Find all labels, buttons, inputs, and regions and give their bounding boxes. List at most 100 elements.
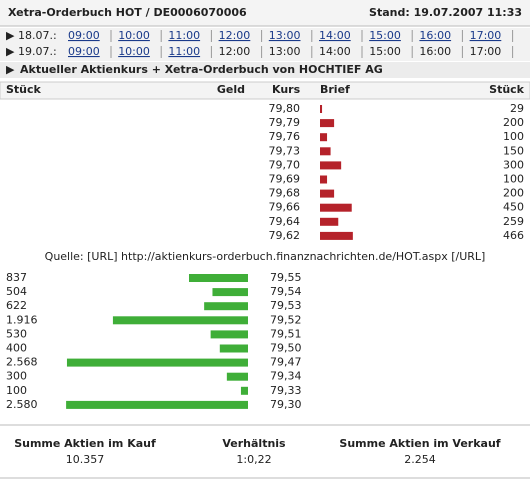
time-link[interactable]: 17:00 (470, 29, 502, 42)
time-bg (0, 28, 530, 61)
ask-price: 79,62 (269, 229, 301, 242)
col-kurs: Kurs (272, 83, 301, 96)
time: 16:00 (419, 45, 451, 58)
ask-bar (320, 161, 342, 170)
time: 15:00 (369, 45, 401, 58)
time-link[interactable]: 10:00 (118, 45, 150, 58)
bid-quantity: 2.580 (6, 398, 38, 411)
ask-price: 79,68 (269, 187, 301, 200)
title: Xetra-Orderbuch HOT / DE0006070006 (8, 6, 247, 19)
time-link[interactable]: 09:00 (68, 45, 100, 58)
time-link[interactable]: 12:00 (219, 29, 251, 42)
bid-price: 79,33 (270, 384, 302, 397)
bid-price: 79,54 (270, 285, 302, 298)
ask-price: 79,80 (269, 102, 301, 115)
bid-bar (112, 316, 248, 325)
bid-quantity: 100 (6, 384, 27, 397)
ask-quantity: 259 (503, 215, 524, 228)
header-bg (0, 0, 530, 26)
arrow: ▶ (6, 29, 15, 42)
time: 14:00 (319, 45, 351, 58)
col-stueck: Stück (6, 83, 42, 96)
time-link[interactable]: 10:00 (118, 29, 150, 42)
bid-price: 79,52 (270, 313, 302, 326)
summary-label: Summe Aktien im Verkauf (339, 437, 500, 450)
ask-price: 79,73 (269, 144, 301, 157)
source: Quelle: [URL] http://aktienkurs-orderbuc… (45, 250, 486, 263)
bid-bar (212, 288, 248, 297)
ask-bar (320, 105, 323, 113)
ask-bar (320, 147, 331, 156)
col-stueck: Stück (489, 83, 525, 96)
bid-bar (226, 372, 248, 381)
ask-bar (320, 175, 328, 184)
time-link[interactable]: 14:00 (319, 29, 351, 42)
section-bg (0, 62, 530, 78)
arrow: ▶ (6, 63, 15, 76)
col-geld: Geld (217, 83, 245, 96)
bid-bar (210, 330, 248, 339)
bid-bar (66, 358, 249, 367)
date: 19.07.: (18, 45, 57, 58)
ask-quantity: 450 (503, 201, 524, 214)
section-title: Aktueller Aktienkurs + Xetra-Orderbuch v… (20, 63, 383, 76)
column-header-bg (0, 81, 530, 100)
ask-bar (320, 217, 339, 226)
time-link[interactable]: 11:00 (168, 45, 200, 58)
ask-price: 79,76 (269, 130, 301, 143)
bid-price: 79,53 (270, 299, 302, 312)
time: 12:00 (219, 45, 251, 58)
bid-quantity: 2.568 (6, 356, 38, 369)
date: 18.07.: (18, 29, 57, 42)
ask-price: 79,66 (269, 201, 301, 214)
ask-quantity: 29 (510, 102, 524, 115)
time-link[interactable]: 13:00 (269, 29, 301, 42)
bid-bar (66, 400, 248, 409)
arrow: ▶ (6, 45, 15, 58)
summary-value: 10.357 (66, 453, 105, 466)
bid-quantity: 622 (6, 299, 27, 312)
ask-quantity: 100 (503, 173, 524, 186)
bid-price: 79,34 (270, 370, 302, 383)
bid-price: 79,50 (270, 342, 302, 355)
bid-quantity: 400 (6, 342, 27, 355)
ask-quantity: 100 (503, 130, 524, 143)
col-brief: Brief (320, 83, 350, 96)
bid-price: 79,55 (270, 271, 302, 284)
ask-quantity: 300 (503, 158, 524, 171)
ask-price: 79,64 (269, 215, 301, 228)
time: 17:00 (470, 45, 502, 58)
time-link[interactable]: 11:00 (168, 29, 200, 42)
ask-quantity: 200 (503, 116, 524, 129)
ask-bar (320, 133, 328, 142)
time-link[interactable]: 09:00 (68, 29, 100, 42)
bid-quantity: 1.916 (6, 313, 38, 326)
bid-quantity: 837 (6, 271, 27, 284)
bid-price: 79,47 (270, 356, 302, 369)
bid-quantity: 530 (6, 327, 27, 340)
bid-bar (240, 386, 248, 395)
time-link[interactable]: 15:00 (369, 29, 401, 42)
summary-label: Summe Aktien im Kauf (14, 437, 156, 450)
bid-bar (219, 344, 248, 353)
ask-price: 79,79 (269, 116, 301, 129)
bid-price: 79,30 (270, 398, 302, 411)
summary-value: 1:0,22 (236, 453, 271, 466)
ask-quantity: 466 (503, 229, 524, 242)
summary-label: Verhältnis (222, 437, 286, 450)
bid-quantity: 504 (6, 285, 27, 298)
bid-price: 79,51 (270, 327, 302, 340)
stand: Stand: 19.07.2007 11:33 (369, 6, 522, 19)
bid-bar (188, 274, 248, 282)
bid-bar (204, 302, 248, 311)
ask-bar (320, 203, 352, 212)
bid-quantity: 300 (6, 370, 27, 383)
time-link[interactable]: 16:00 (419, 29, 451, 42)
ask-quantity: 200 (503, 187, 524, 200)
ask-price: 79,69 (269, 173, 301, 186)
ask-quantity: 150 (503, 144, 524, 157)
summary-value: 2.254 (404, 453, 436, 466)
ask-bar (320, 119, 335, 128)
ask-bar (320, 231, 353, 240)
